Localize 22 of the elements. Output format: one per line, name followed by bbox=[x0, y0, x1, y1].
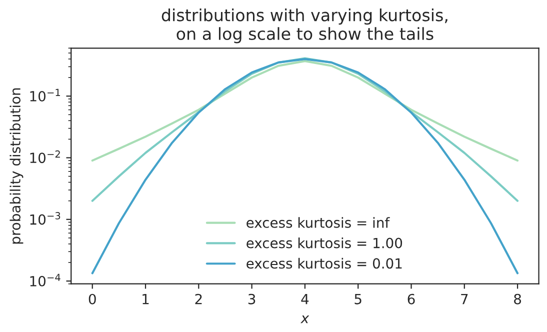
y-tick-label: 10$^{−3}$ bbox=[30, 212, 60, 225]
legend-label: excess kurtosis = inf bbox=[246, 217, 390, 228]
x-tick-label: 6 bbox=[408, 294, 415, 304]
y-tick-label: 10$^{−2}$ bbox=[30, 150, 60, 164]
x-tick-label: 5 bbox=[354, 294, 362, 304]
x-tick-label: 8 bbox=[514, 294, 522, 304]
line-series bbox=[91, 58, 519, 274]
y-axis-title: probability distribution bbox=[10, 88, 24, 244]
x-tick-label: 0 bbox=[88, 294, 96, 304]
x-tick-label: 3 bbox=[248, 294, 256, 304]
line-series bbox=[91, 60, 519, 162]
chart-title: distributions with varying kurtosis, on a log scale to show the tails bbox=[162, 8, 448, 44]
x-tick-label: 2 bbox=[195, 294, 202, 304]
x-axis-title: x bbox=[300, 316, 310, 324]
y-tick-label: 10$^{−1}$ bbox=[30, 88, 60, 102]
x-tick-label: 7 bbox=[461, 294, 468, 304]
line-series bbox=[91, 57, 519, 202]
legend-label: excess kurtosis = 0.01 bbox=[246, 258, 402, 269]
legend-label: excess kurtosis = 1.00 bbox=[246, 238, 402, 248]
x-tick-label: 4 bbox=[301, 294, 309, 304]
x-tick-label: 1 bbox=[142, 294, 149, 304]
y-tick-label: 10$^{−4}$ bbox=[30, 274, 60, 286]
